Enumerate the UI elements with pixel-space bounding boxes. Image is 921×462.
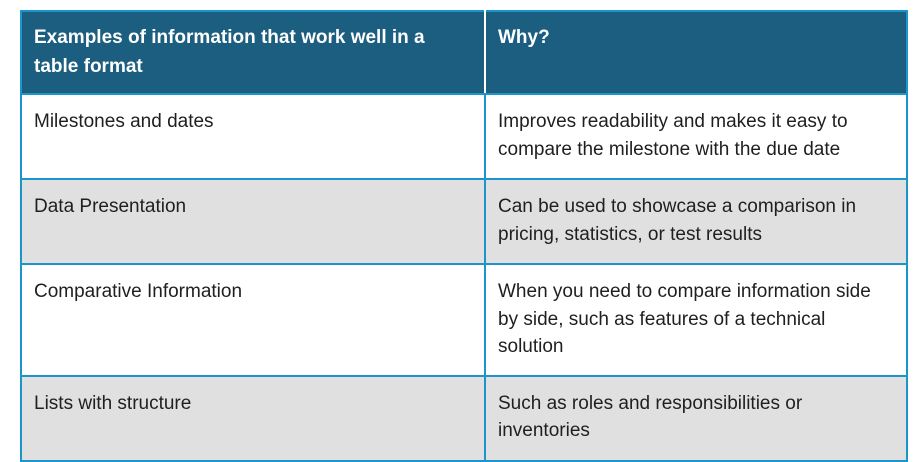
table-row: Comparative Information When you need to … bbox=[20, 263, 908, 377]
table-row: Milestones and dates Improves readability… bbox=[20, 93, 908, 180]
why-cell: Can be used to showcase a comparison in … bbox=[484, 178, 908, 265]
table-row: Data Presentation Can be used to showcase… bbox=[20, 178, 908, 265]
why-cell: Improves readability and makes it easy t… bbox=[484, 93, 908, 180]
table-body: Milestones and dates Improves readability… bbox=[20, 93, 908, 462]
table-header: Examples of information that work well i… bbox=[20, 10, 908, 95]
why-cell: Such as roles and responsibilities or in… bbox=[484, 374, 908, 462]
example-cell: Data Presentation bbox=[20, 178, 486, 265]
example-cell: Lists with structure bbox=[20, 374, 486, 462]
info-table: Examples of information that work well i… bbox=[20, 10, 908, 462]
example-cell: Comparative Information bbox=[20, 263, 486, 377]
header-row: Examples of information that work well i… bbox=[20, 10, 908, 95]
column-header-why: Why? bbox=[484, 10, 908, 95]
column-header-examples: Examples of information that work well i… bbox=[20, 10, 486, 95]
example-cell: Milestones and dates bbox=[20, 93, 486, 180]
table-row: Lists with structure Such as roles and re… bbox=[20, 374, 908, 462]
why-cell: When you need to compare information sid… bbox=[484, 263, 908, 377]
